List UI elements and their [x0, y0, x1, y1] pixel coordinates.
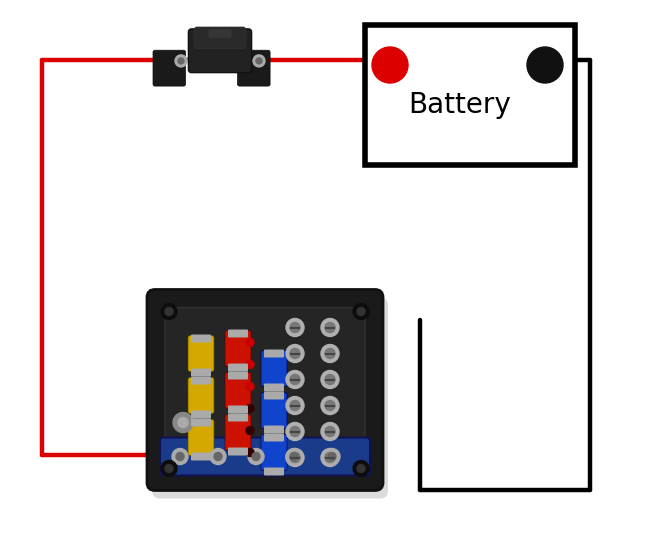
Circle shape: [290, 401, 300, 411]
Circle shape: [286, 422, 304, 441]
FancyBboxPatch shape: [228, 330, 248, 337]
Circle shape: [325, 322, 335, 332]
Circle shape: [178, 417, 188, 427]
FancyBboxPatch shape: [264, 384, 284, 391]
Circle shape: [325, 452, 335, 462]
FancyBboxPatch shape: [225, 372, 251, 408]
FancyBboxPatch shape: [225, 330, 251, 366]
FancyBboxPatch shape: [264, 433, 284, 441]
FancyBboxPatch shape: [191, 335, 211, 342]
Circle shape: [165, 307, 173, 315]
Bar: [365, 25, 575, 165]
FancyBboxPatch shape: [264, 467, 284, 476]
FancyBboxPatch shape: [147, 290, 383, 491]
Circle shape: [175, 55, 187, 67]
Circle shape: [210, 448, 226, 465]
Circle shape: [325, 426, 335, 436]
FancyBboxPatch shape: [195, 27, 245, 48]
FancyBboxPatch shape: [188, 29, 252, 73]
Circle shape: [321, 319, 339, 336]
FancyBboxPatch shape: [188, 336, 214, 371]
Circle shape: [325, 349, 335, 359]
Circle shape: [321, 448, 339, 467]
Circle shape: [253, 55, 265, 67]
FancyBboxPatch shape: [261, 392, 287, 428]
Circle shape: [372, 47, 408, 83]
Circle shape: [256, 58, 262, 64]
Text: Battery: Battery: [409, 91, 511, 119]
Circle shape: [325, 401, 335, 411]
FancyBboxPatch shape: [191, 369, 211, 376]
Circle shape: [321, 345, 339, 362]
Circle shape: [353, 304, 369, 320]
Circle shape: [246, 405, 254, 412]
Circle shape: [173, 412, 193, 432]
Circle shape: [357, 465, 365, 472]
Circle shape: [321, 396, 339, 415]
FancyBboxPatch shape: [191, 411, 211, 418]
Circle shape: [246, 361, 254, 369]
FancyBboxPatch shape: [228, 364, 248, 371]
Circle shape: [286, 345, 304, 362]
Circle shape: [325, 375, 335, 385]
FancyBboxPatch shape: [188, 420, 214, 456]
Circle shape: [290, 452, 298, 461]
FancyBboxPatch shape: [264, 350, 284, 357]
Circle shape: [286, 319, 304, 336]
Circle shape: [246, 426, 254, 435]
Circle shape: [248, 448, 264, 465]
FancyBboxPatch shape: [191, 452, 211, 461]
FancyBboxPatch shape: [228, 447, 248, 456]
FancyBboxPatch shape: [188, 377, 214, 413]
Circle shape: [290, 322, 300, 332]
FancyBboxPatch shape: [261, 351, 287, 386]
Circle shape: [176, 452, 184, 461]
Circle shape: [161, 304, 177, 320]
FancyBboxPatch shape: [191, 376, 211, 385]
Circle shape: [165, 465, 173, 472]
Circle shape: [252, 452, 260, 461]
FancyBboxPatch shape: [225, 415, 251, 451]
Circle shape: [290, 349, 300, 359]
Circle shape: [321, 371, 339, 388]
Circle shape: [290, 452, 300, 462]
Circle shape: [286, 448, 302, 465]
Circle shape: [353, 461, 369, 477]
FancyBboxPatch shape: [264, 426, 284, 433]
Circle shape: [214, 452, 222, 461]
Circle shape: [321, 422, 339, 441]
Circle shape: [286, 371, 304, 388]
FancyBboxPatch shape: [152, 297, 388, 498]
Circle shape: [286, 448, 304, 467]
Circle shape: [161, 461, 177, 477]
FancyBboxPatch shape: [160, 437, 370, 476]
FancyBboxPatch shape: [264, 391, 284, 400]
FancyBboxPatch shape: [228, 413, 248, 421]
FancyBboxPatch shape: [209, 29, 232, 38]
FancyBboxPatch shape: [153, 50, 186, 86]
Circle shape: [290, 375, 300, 385]
Circle shape: [527, 47, 563, 83]
Circle shape: [324, 448, 340, 465]
Circle shape: [286, 396, 304, 415]
Circle shape: [290, 426, 300, 436]
FancyBboxPatch shape: [237, 50, 270, 86]
FancyBboxPatch shape: [228, 371, 248, 380]
FancyBboxPatch shape: [261, 435, 287, 471]
Circle shape: [357, 307, 365, 315]
FancyBboxPatch shape: [191, 418, 211, 426]
Circle shape: [246, 382, 254, 391]
Circle shape: [172, 448, 188, 465]
FancyBboxPatch shape: [165, 307, 365, 472]
Circle shape: [246, 448, 254, 457]
Circle shape: [328, 452, 336, 461]
FancyBboxPatch shape: [228, 406, 248, 413]
Circle shape: [178, 58, 184, 64]
Circle shape: [246, 339, 254, 346]
